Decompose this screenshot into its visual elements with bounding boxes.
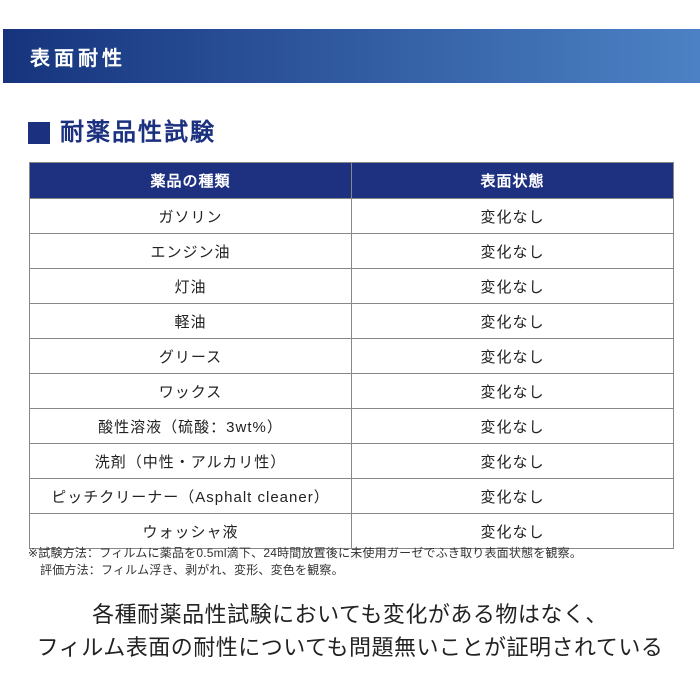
chemical-name-cell: エンジン油 xyxy=(29,233,352,269)
table-row: エンジン油 変化なし xyxy=(29,233,674,269)
table-body: ガソリン 変化なし エンジン油 変化なし 灯油 変化なし 軽油 変化なし グリース 変化なし ワック… xyxy=(29,198,674,549)
table-row: 酸性溶液（硫酸：3wt%） 変化なし xyxy=(29,408,674,444)
table-row: 灯油 変化なし xyxy=(29,268,674,304)
chemical-name-cell: 洗剤（中性・アルカリ性） xyxy=(29,443,352,479)
surface-state-cell: 変化なし xyxy=(351,373,674,409)
conclusion-line-1: 各種耐薬品性試験においても変化がある物はなく、 xyxy=(92,602,608,627)
header-banner: 表面耐性 xyxy=(3,29,700,83)
table-row: 軽油 変化なし xyxy=(29,303,674,339)
chemical-name-cell: 酸性溶液（硫酸：3wt%） xyxy=(29,408,352,444)
surface-state-cell: 変化なし xyxy=(351,478,674,514)
footnote-test-method: ※試験方法：フィルムに薬品を0.5ml滴下、24時間放置後に未使用ガーゼでふき取… xyxy=(28,546,583,560)
surface-state-cell: 変化なし xyxy=(351,233,674,269)
table-row: 洗剤（中性・アルカリ性） 変化なし xyxy=(29,443,674,479)
chemical-name-cell: 灯油 xyxy=(29,268,352,304)
table-header-row: 薬品の種類 表面状態 xyxy=(29,162,674,199)
surface-state-cell: 変化なし xyxy=(351,268,674,304)
surface-state-cell: 変化なし xyxy=(351,513,674,549)
section-heading-text: 耐薬品性試験 xyxy=(60,119,216,146)
surface-state-cell: 変化なし xyxy=(351,408,674,444)
chemical-name-cell: 軽油 xyxy=(29,303,352,339)
chemical-name-cell: グリース xyxy=(29,338,352,374)
chemical-name-cell: ピッチクリーナー（Asphalt cleaner） xyxy=(29,478,352,514)
col-header-surface-state: 表面状態 xyxy=(351,162,674,199)
table-row: ウォッシャ液 変化なし xyxy=(29,513,674,549)
table-row: ピッチクリーナー（Asphalt cleaner） 変化なし xyxy=(29,478,674,514)
surface-state-cell: 変化なし xyxy=(351,443,674,479)
footnote-eval-method: 評価方法：フィルム浮き、剥がれ、変形、変色を観察。 xyxy=(40,563,344,577)
surface-state-cell: 変化なし xyxy=(351,303,674,339)
section-heading: 耐薬品性試験 xyxy=(28,121,216,145)
surface-state-cell: 変化なし xyxy=(351,338,674,374)
square-bullet-icon xyxy=(28,122,50,144)
table-row: グリース 変化なし xyxy=(29,338,674,374)
table-row: ガソリン 変化なし xyxy=(29,198,674,234)
footnotes: ※試験方法：フィルムに薬品を0.5ml滴下、24時間放置後に未使用ガーゼでふき取… xyxy=(28,545,582,579)
chemical-resistance-table: 薬品の種類 表面状態 ガソリン 変化なし エンジン油 変化なし 灯油 変化なし 軽油 変化なし… xyxy=(29,162,674,549)
conclusion-text: 各種耐薬品性試験においても変化がある物はなく、 フィルム表面の耐性についても問題… xyxy=(0,598,700,664)
table-header: 薬品の種類 表面状態 xyxy=(29,162,674,199)
col-header-chemical-type: 薬品の種類 xyxy=(29,162,352,199)
chemical-name-cell: ワックス xyxy=(29,373,352,409)
table-row: ワックス 変化なし xyxy=(29,373,674,409)
banner-title: 表面耐性 xyxy=(30,47,126,70)
chemical-name-cell: ウォッシャ液 xyxy=(29,513,352,549)
conclusion-line-2: フィルム表面の耐性についても問題無いことが証明されている xyxy=(36,635,664,660)
chemical-name-cell: ガソリン xyxy=(29,198,352,234)
surface-state-cell: 変化なし xyxy=(351,198,674,234)
